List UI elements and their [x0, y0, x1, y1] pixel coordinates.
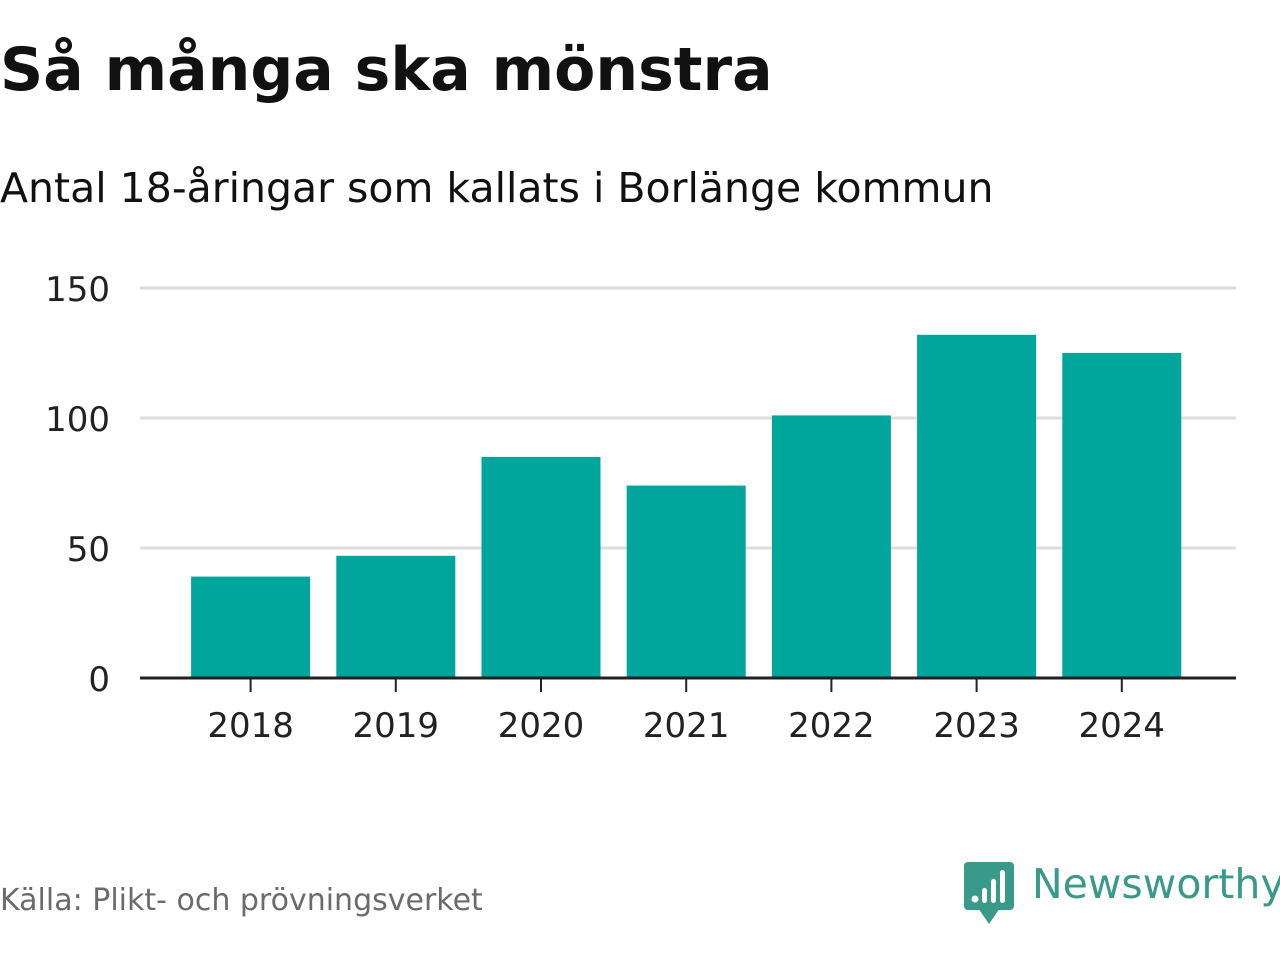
x-tick-label: 2020 — [498, 706, 585, 746]
y-tick-label: 150 — [45, 270, 110, 310]
bar-2023 — [917, 334, 1037, 678]
bar-2019 — [336, 555, 456, 678]
logo-text: Newsworthy — [1032, 860, 1280, 908]
newsworthy-logo: Newsworthy — [964, 862, 1280, 926]
bars — [191, 334, 1182, 678]
x-tick-label: 2018 — [207, 706, 294, 746]
y-tick-label: 50 — [67, 530, 110, 570]
x-tick-label: 2022 — [788, 706, 875, 746]
x-tick-label: 2023 — [933, 706, 1020, 746]
source-note: Källa: Plikt- och prövningsverket — [0, 883, 483, 918]
x-tick-label: 2019 — [353, 706, 440, 746]
bar-chart: 0 50 100 150 2018 2019 2020 2021 2022 2023 2024 — [45, 270, 1236, 746]
chart-subtitle: Antal 18-åringar som kallats i Borlänge … — [0, 164, 994, 212]
x-tick-label: 2024 — [1079, 706, 1166, 746]
chart-title: Så många ska mönstra — [0, 35, 773, 105]
y-tick-label: 100 — [45, 400, 110, 440]
x-axis: 2018 2019 2020 2021 2022 2023 2024 — [140, 676, 1236, 746]
x-tick-label: 2021 — [643, 706, 730, 746]
y-axis-ticks: 0 50 100 150 — [45, 270, 110, 700]
bar-2021 — [626, 485, 746, 678]
bar-2022 — [771, 415, 891, 678]
newsworthy-logo-icon — [964, 862, 1014, 924]
bar-2020 — [481, 457, 601, 678]
y-tick-label: 0 — [88, 660, 110, 700]
bar-2024 — [1062, 353, 1182, 678]
bar-2018 — [191, 576, 311, 678]
